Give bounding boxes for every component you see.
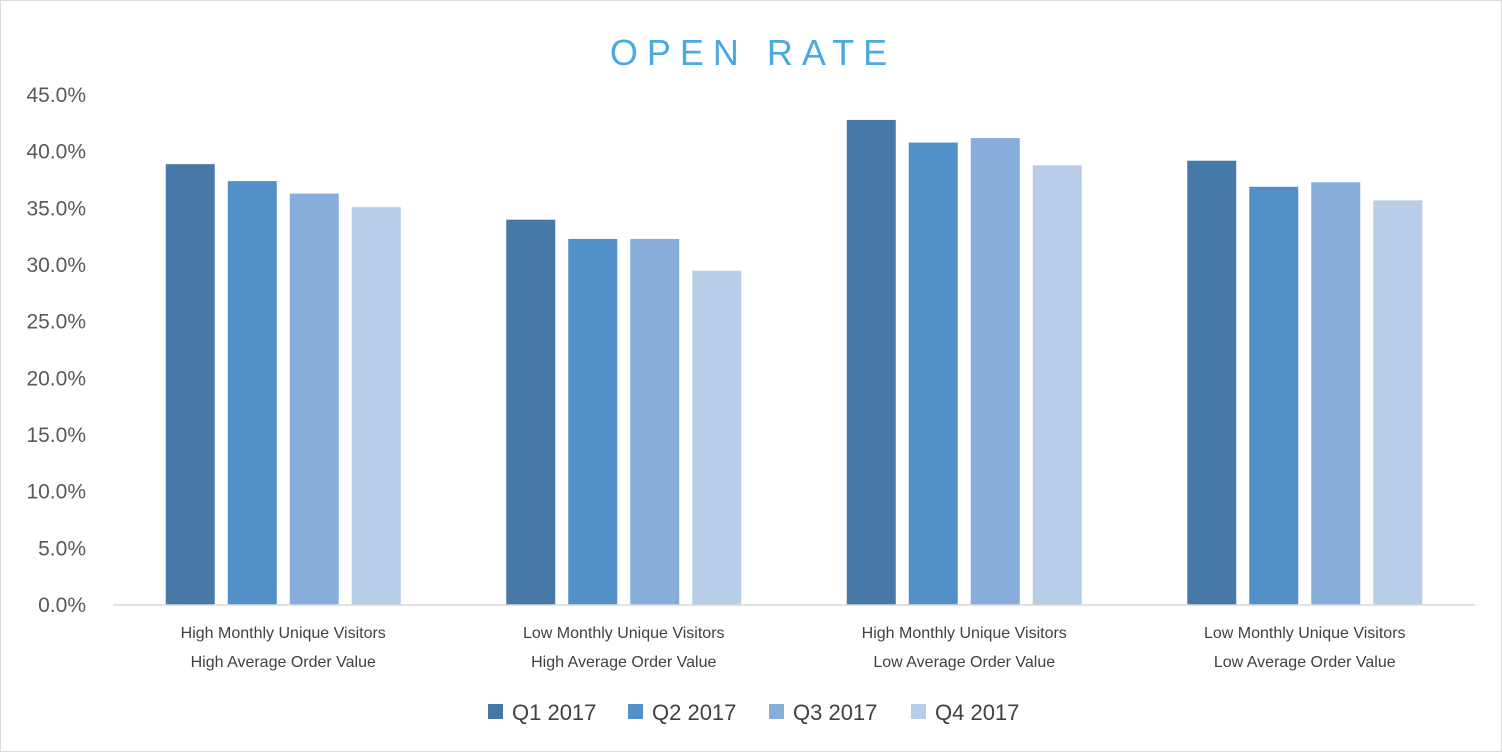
y-tick-label: 25.0% xyxy=(26,311,86,334)
bar xyxy=(351,207,401,605)
bar xyxy=(568,238,618,605)
bar xyxy=(908,142,958,605)
x-axis-labels: High Monthly Unique Visitors High Average… xyxy=(181,625,1406,671)
legend-label: Q3 2017 xyxy=(793,700,877,725)
y-tick-label: 0.0% xyxy=(38,594,86,617)
legend-swatch xyxy=(769,704,784,719)
legend-swatch xyxy=(628,704,643,719)
y-tick-label: 15.0% xyxy=(26,424,86,447)
chart-title: OPEN RATE xyxy=(610,32,896,73)
x-category-label: Low Monthly Unique Visitors xyxy=(1204,625,1406,642)
y-tick-label: 5.0% xyxy=(38,537,86,560)
y-tick-label: 45.0% xyxy=(26,84,86,107)
y-tick-label: 35.0% xyxy=(26,197,86,220)
y-tick-label: 30.0% xyxy=(26,254,86,277)
bar xyxy=(227,181,277,605)
y-axis: 0.0% 5.0% 10.0% 15.0% 20.0% 25.0% 30.0% 35.0% 40… xyxy=(26,84,86,617)
y-tick-label: 20.0% xyxy=(26,367,86,390)
bar xyxy=(1032,165,1082,605)
bar xyxy=(1187,160,1237,605)
legend-label: Q4 2017 xyxy=(935,700,1019,725)
bar xyxy=(165,164,215,605)
bar xyxy=(1249,186,1299,606)
bar xyxy=(846,119,896,605)
x-category-label: High Monthly Unique Visitors xyxy=(862,625,1067,642)
y-tick-label: 10.0% xyxy=(26,481,86,504)
bar xyxy=(1311,182,1361,605)
legend-swatch xyxy=(911,704,926,719)
legend-label: Q2 2017 xyxy=(652,700,736,725)
x-category-label: Low Average Order Value xyxy=(1214,654,1396,671)
bar xyxy=(289,193,339,605)
bar xyxy=(970,138,1020,606)
x-category-label: High Average Order Value xyxy=(191,654,376,671)
legend-label: Q1 2017 xyxy=(512,700,596,725)
x-category-label: Low Monthly Unique Visitors xyxy=(523,625,725,642)
bar xyxy=(506,219,556,605)
y-tick-label: 40.0% xyxy=(26,141,86,164)
bar xyxy=(692,270,742,605)
bar xyxy=(630,238,680,605)
x-category-label: Low Average Order Value xyxy=(873,654,1055,671)
legend: Q1 2017 Q2 2017 Q3 2017 Q4 2017 xyxy=(488,700,1019,725)
x-category-label: High Average Order Value xyxy=(531,654,716,671)
bar-group xyxy=(165,119,1423,606)
legend-swatch xyxy=(488,704,503,719)
bar xyxy=(1373,200,1423,605)
x-category-label: High Monthly Unique Visitors xyxy=(181,625,386,642)
